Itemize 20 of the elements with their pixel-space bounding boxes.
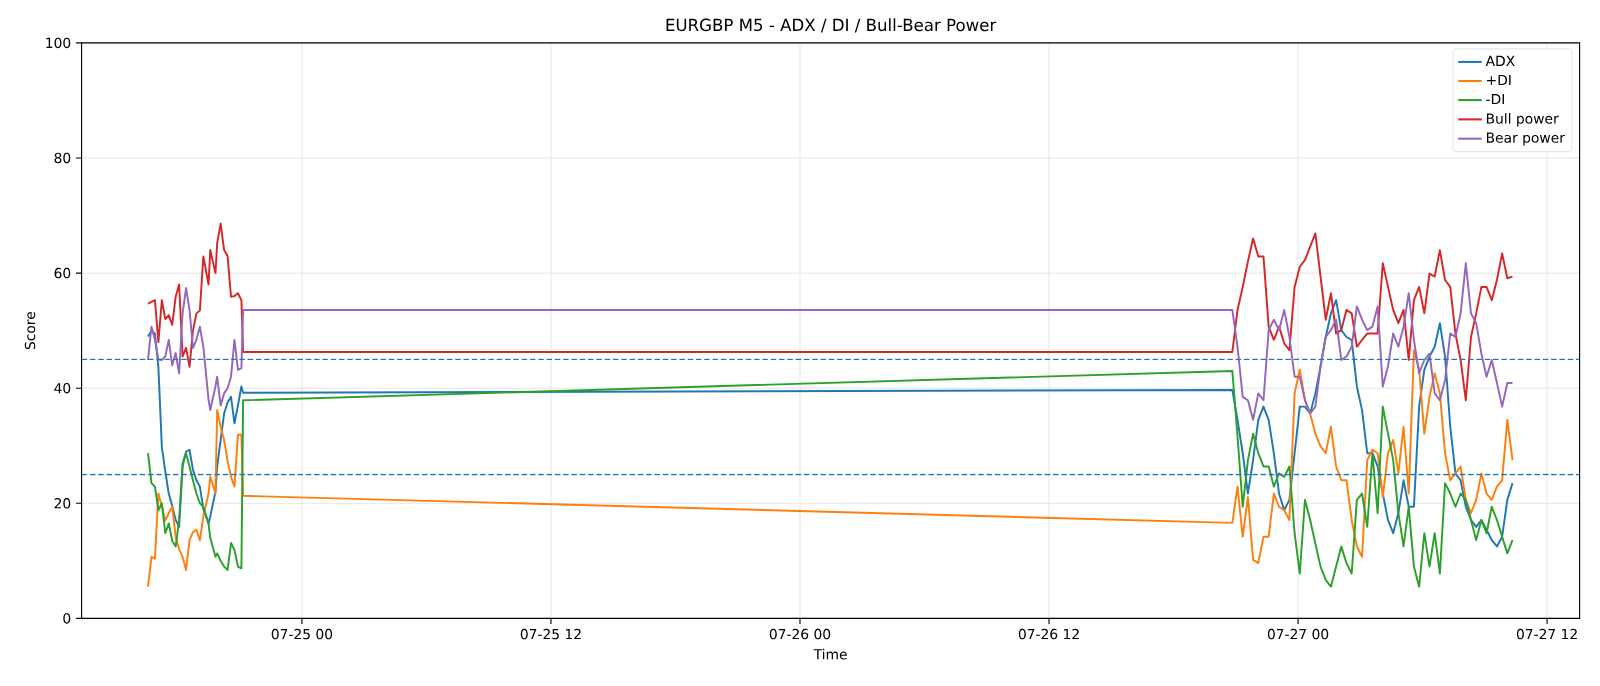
y-axis-title: Score <box>24 311 36 350</box>
x-tick-label: 07-27 00 <box>1267 628 1329 640</box>
legend-label: Bear power <box>1486 132 1565 146</box>
legend-label: ADX <box>1485 55 1515 66</box>
x-axis-title: Time <box>813 648 847 660</box>
x-tick-label: 07-25 12 <box>520 628 581 640</box>
y-tick-label: 40 <box>54 382 71 394</box>
y-tick-label: 80 <box>54 152 71 164</box>
x-tick-label: 07-25 00 <box>271 628 333 640</box>
chart-title: EURGBP M5 - ADX / DI / Bull-Bear Power <box>666 18 997 33</box>
x-tick-label: 07-26 12 <box>1018 628 1079 640</box>
x-tick-label: 07-26 00 <box>769 628 831 640</box>
y-tick-label: 60 <box>54 267 71 279</box>
y-tick-label: 100 <box>46 37 71 49</box>
legend-label: +DI <box>1487 74 1511 86</box>
legend-label: Bull power <box>1486 113 1559 127</box>
y-tick-label: 20 <box>54 498 71 509</box>
x-tick-label: 07-27 12 <box>1516 628 1577 640</box>
legend-label: -DI <box>1486 94 1504 105</box>
y-tick-label: 0 <box>63 613 71 624</box>
